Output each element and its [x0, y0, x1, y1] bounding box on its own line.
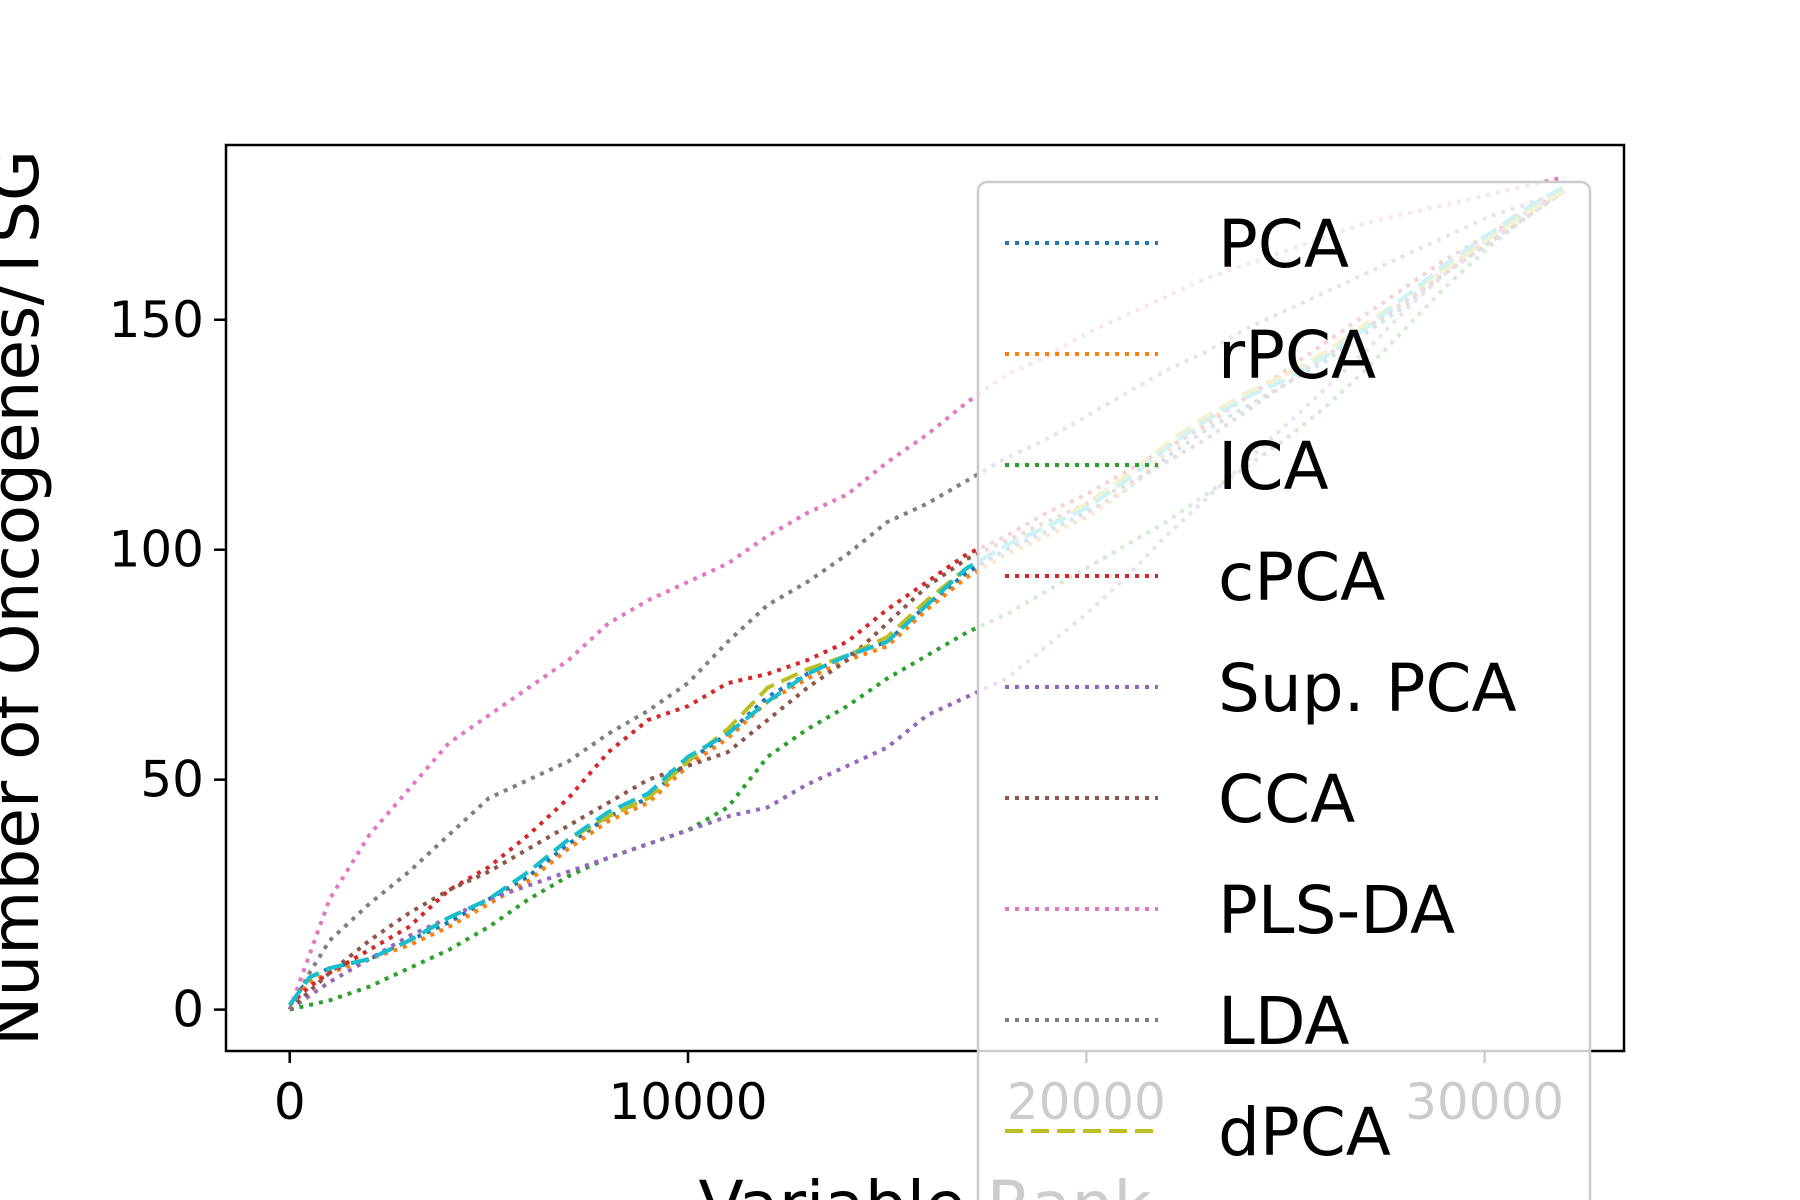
y-axis: 0 50 100 150: [109, 291, 226, 1039]
x-tick-label: 10000: [608, 1073, 767, 1131]
legend-label-sup-pca: Sup. PCA: [1218, 650, 1517, 727]
series-line-lda: [287, 189, 1565, 1011]
series-line-ica: [289, 189, 1566, 1012]
plot-frame: [224, 143, 1626, 1053]
legend-box: [976, 180, 1592, 1200]
series-line-pls-da: [287, 175, 1565, 1011]
series-line-cca: [288, 189, 1566, 1012]
legend-label-pls-da: PLS-DA: [1218, 872, 1455, 949]
legend-label-ica: ICA: [1218, 428, 1329, 505]
legend-label-cpca: cPCA: [1218, 539, 1385, 616]
legend-label-cca: CCA: [1218, 761, 1355, 838]
series-line-rpca: [288, 184, 1566, 1007]
y-axis-title: Number of Oncogenes/TSG: [0, 150, 54, 1046]
y-tick-label: 150: [109, 291, 204, 349]
legend-label-lda: LDA: [1218, 983, 1350, 1060]
legend-label-pca: PCA: [1218, 206, 1349, 283]
y-tick-label: 0: [172, 981, 204, 1039]
legend-label-rpca: rPCA: [1218, 317, 1376, 394]
legend-label-dpca: dPCA: [1218, 1094, 1391, 1171]
series-line-cpca: [288, 189, 1566, 1007]
legend: PCA rPCA ICA cPCA Sup. PCA CCA PLS-DA LDA dPCA: [976, 180, 1592, 1200]
y-tick-label: 50: [140, 751, 204, 809]
x-tick-label: 0: [274, 1073, 306, 1131]
y-tick-label: 100: [109, 521, 204, 579]
